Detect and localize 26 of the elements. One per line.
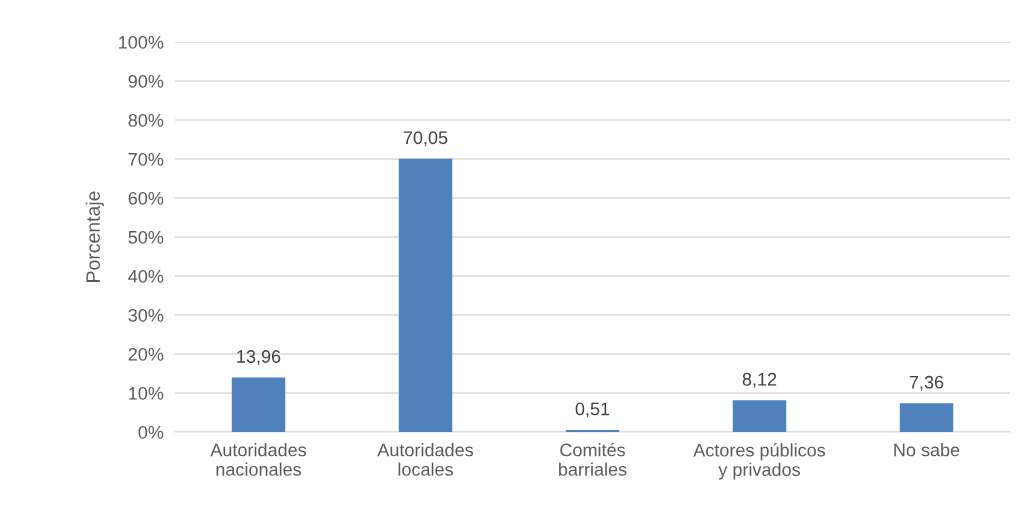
bar: [231, 377, 286, 432]
x-tick-label: No sabe: [894, 443, 960, 457]
y-tick-label: 60%: [128, 191, 164, 205]
bar: [732, 400, 787, 432]
y-tick-label: 0%: [138, 425, 164, 439]
data-label: 0,51: [575, 402, 610, 418]
y-tick-label: 100%: [119, 35, 164, 49]
data-label: 13,96: [237, 350, 281, 366]
y-tick-label: 20%: [128, 347, 164, 361]
y-tick-label: 80%: [128, 113, 164, 127]
y-tick-label: 40%: [128, 269, 164, 283]
y-tick-label: 50%: [128, 230, 164, 244]
x-tick-label: Autoridades locales: [377, 443, 474, 476]
y-axis-title: Porcentaje: [85, 191, 104, 282]
data-label: 70,05: [403, 131, 448, 147]
data-label: 8,12: [742, 372, 777, 388]
bar: [398, 158, 453, 432]
x-tick-label: Comités barriales: [559, 442, 627, 476]
y-tick-label: 70%: [128, 152, 164, 166]
y-tick-label: 90%: [128, 74, 164, 88]
x-tick-label: Autoridades nacionales: [210, 443, 307, 476]
data-label: 7,36: [909, 375, 944, 391]
y-tick-label: 10%: [129, 386, 164, 400]
bar: [899, 403, 954, 432]
y-tick-label: 30%: [128, 308, 164, 322]
x-tick-label: Actores públicos y privados: [693, 443, 826, 480]
